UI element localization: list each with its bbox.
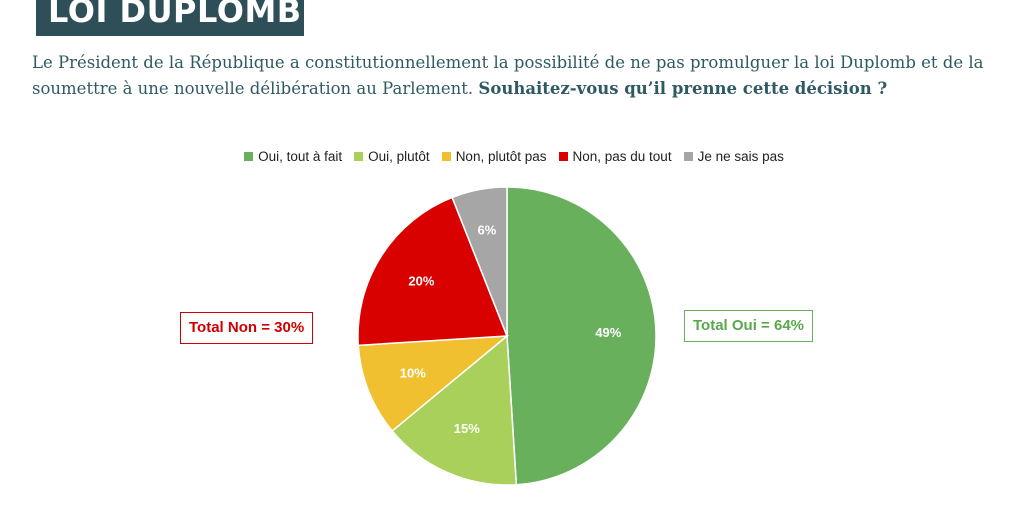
- pie-slice-oui-tout-a-fait: [506, 186, 657, 486]
- pie-slice-non-pas-du-tout: [357, 196, 509, 347]
- question-text: Le Président de la République a constitu…: [32, 50, 1002, 102]
- total-oui-annotation: Total Oui = 64%: [684, 310, 813, 342]
- legend-swatch: [683, 151, 693, 161]
- legend-swatch: [244, 151, 254, 161]
- legend-item-non-plutot-pas: Non, plutôt pas: [441, 148, 547, 164]
- total-non-annotation: Total Non = 30%: [180, 312, 314, 344]
- legend-label: Oui, plutôt: [368, 148, 430, 164]
- legend-item-je-ne-sais-pas: Je ne sais pas: [683, 148, 784, 164]
- legend-label: Non, plutôt pas: [455, 148, 547, 164]
- legend-label: Je ne sais pas: [697, 148, 784, 164]
- question-bold: Souhaitez-vous qu’il prenne cette décisi…: [478, 79, 888, 98]
- legend-swatch: [558, 151, 568, 161]
- pie-data-label: 6%: [477, 223, 496, 238]
- legend-item-oui-plutot: Oui, plutôt: [354, 149, 430, 164]
- banner-title: LOI DUPLOMB: [36, 0, 304, 36]
- pie-slice-je-ne-sais-pas: [451, 186, 508, 337]
- legend-swatch: [354, 151, 364, 161]
- legend-item-non-pas-du-tout: Non, pas du tout: [558, 148, 672, 164]
- question-intro: Le Président de la République a constitu…: [32, 53, 984, 98]
- chart-legend: Oui, tout à fait Oui, plutôt Non, plutôt…: [0, 146, 1024, 166]
- pie-slice-non-plutot-pas: [357, 335, 510, 433]
- pie-slice-oui-plutot: [391, 334, 518, 486]
- pie-data-label: 49%: [595, 325, 621, 340]
- legend-swatch: [441, 151, 451, 161]
- pie-data-label: 20%: [408, 274, 434, 289]
- legend-item-oui-tout-a-fait: Oui, tout à fait: [244, 149, 342, 164]
- legend-label: Non, pas du tout: [572, 148, 672, 164]
- pie-data-label: 10%: [400, 365, 426, 380]
- legend-label: Oui, tout à fait: [258, 148, 343, 164]
- pie-data-label: 15%: [454, 421, 480, 436]
